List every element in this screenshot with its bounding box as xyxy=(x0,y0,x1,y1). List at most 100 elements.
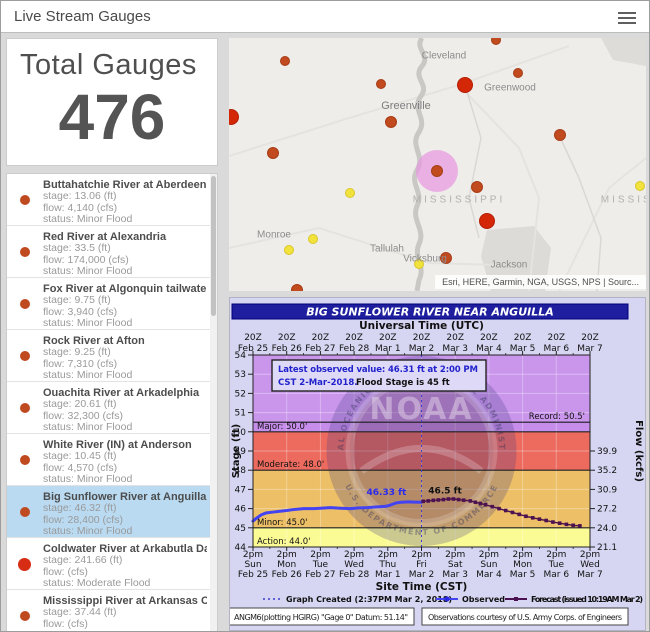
svg-text:Mar 3: Mar 3 xyxy=(442,570,468,580)
svg-text:20Z: 20Z xyxy=(345,333,363,343)
map-gauge-dot[interactable] xyxy=(376,79,386,89)
svg-text:2pm: 2pm xyxy=(277,550,297,560)
svg-text:2pm: 2pm xyxy=(243,550,263,560)
svg-text:20Z: 20Z xyxy=(581,333,599,343)
chart-title-bar xyxy=(231,303,629,320)
latest-observed-line2: CST 2-Mar-2018. xyxy=(278,378,358,388)
gauge-list-item[interactable]: Fox River at Algonquin tailwater stage: 9… xyxy=(7,278,217,330)
observations-credit-box xyxy=(421,607,629,626)
svg-text:49: 49 xyxy=(235,447,247,457)
urban-area-ne xyxy=(601,38,646,66)
gauge-stage: stage: 9.25 (ft) xyxy=(43,346,111,358)
gauge-list-item[interactable]: Red River at Alexandria stage: 33.5 (ft) f… xyxy=(7,226,217,278)
map-gauge-dot[interactable] xyxy=(414,259,424,269)
gauge-status-dot xyxy=(20,351,30,361)
map-gauge-dot[interactable] xyxy=(291,284,303,291)
map-gauge-dot[interactable] xyxy=(308,234,318,244)
map-gauge-dot[interactable] xyxy=(267,147,279,159)
svg-text:46: 46 xyxy=(235,505,247,515)
gauge-list-item[interactable]: Rock River at Afton stage: 9.25 (ft) flow:… xyxy=(7,330,217,382)
latest-observed-box xyxy=(271,359,487,392)
gauge-status-dot xyxy=(20,299,30,309)
gauge-status: status: Minor Flood xyxy=(43,473,133,485)
gauge-list: Buttahatchie River at Aberdeen stage: 13.… xyxy=(6,173,218,631)
svg-text:20Z: 20Z xyxy=(514,333,532,343)
list-scrollbar-thumb[interactable] xyxy=(211,176,216,316)
map-gauge-dot[interactable] xyxy=(471,181,483,193)
gauge-stage: stage: 37.44 (ft) xyxy=(43,606,117,618)
map-gauge-dot[interactable] xyxy=(385,116,397,128)
svg-text:27.2: 27.2 xyxy=(597,505,617,515)
svg-text:20Z: 20Z xyxy=(547,333,565,343)
tributary xyxy=(464,84,482,239)
gauge-list-item[interactable]: Coldwater River at Arkabutla Dam stage: 2… xyxy=(7,538,217,590)
map-gauge-dot[interactable] xyxy=(431,165,443,177)
map-panel[interactable]: Cleveland Greenwood Greenville Monroe Tallul… xyxy=(229,38,646,291)
gauge-flow: flow: 4,140 (cfs) xyxy=(43,201,118,214)
map-state-label: MISSISSIPPI xyxy=(412,194,506,206)
svg-text:50: 50 xyxy=(235,428,247,438)
map-gauge-dot[interactable] xyxy=(440,252,452,264)
gauge-name: Buttahatchie River at Aberdeen xyxy=(43,179,207,191)
svg-text:Mon: Mon xyxy=(277,560,296,570)
map-gauge-dot[interactable] xyxy=(284,245,294,255)
svg-text:Mar 7: Mar 7 xyxy=(577,570,603,580)
gauge-list-item[interactable]: Ouachita River at Arkadelphia stage: 20.6… xyxy=(7,382,217,434)
map-gauge-dot[interactable] xyxy=(635,181,645,191)
gauge-name: Mississippi River at Arkansas City xyxy=(43,595,207,607)
svg-text:44: 44 xyxy=(235,543,247,553)
gauge-status-dot xyxy=(20,507,30,517)
svg-text:2pm: 2pm xyxy=(411,550,431,560)
map-gauge-dot[interactable] xyxy=(491,38,501,45)
observed-line xyxy=(251,500,423,523)
map-attribution: Esri, HERE, Garmin, NGA, USGS, NPS | Sou… xyxy=(435,275,646,289)
svg-text:Tue: Tue xyxy=(312,560,329,570)
map-gauge-dot[interactable] xyxy=(513,68,523,78)
svg-text:Sat: Sat xyxy=(448,560,463,570)
gauge-name: Fox River at Algonquin tailwater xyxy=(43,283,207,295)
gauge-flow: flow: 32,300 (cfs) xyxy=(43,409,123,422)
gauge-flow: flow: 4,570 (cfs) xyxy=(43,461,118,474)
gauge-list-item[interactable]: Big Sunflower River at Anguilla stage: 46… xyxy=(7,486,217,538)
flood-band-label: Minor: 45.0' xyxy=(257,518,307,528)
gauge-stage: stage: 20.61 (ft) xyxy=(43,398,117,410)
svg-text:NOAA: NOAA xyxy=(369,392,473,427)
map-gauge-dot[interactable] xyxy=(457,77,473,93)
chart-title: BIG SUNFLOWER RIVER NEAR ANGUILLA xyxy=(306,306,554,319)
observed-value-label: 46.33 ft xyxy=(367,488,408,498)
map-gauge-dot[interactable] xyxy=(554,129,566,141)
gauge-stage: stage: 10.45 (ft) xyxy=(43,450,117,462)
map-city-label: Vicksburg xyxy=(403,253,447,265)
map-basemap xyxy=(229,38,646,291)
gauge-list-item[interactable]: Buttahatchie River at Aberdeen stage: 13.… xyxy=(7,174,217,226)
map-gauge-dot[interactable] xyxy=(345,188,355,198)
gauge-flow: flow: (cfs) xyxy=(43,565,88,578)
svg-text:Feb 25: Feb 25 xyxy=(238,570,268,580)
svg-text:Thu: Thu xyxy=(378,560,396,570)
hydrograph-chart: NOAANATIONAL OCEANIC AND ATMOSPHERIC ADM… xyxy=(230,303,644,626)
gauge-list-item[interactable]: White River (IN) at Anderson stage: 10.45… xyxy=(7,434,217,486)
gauge-stage: stage: 13.06 (ft) xyxy=(43,190,117,202)
map-gauge-dot[interactable] xyxy=(280,56,290,66)
river-path xyxy=(412,38,428,291)
bottom-axis-title: Site Time (CST) xyxy=(376,581,468,593)
svg-text:Feb 28: Feb 28 xyxy=(339,570,370,580)
hamburger-menu-icon[interactable] xyxy=(618,9,636,27)
gauge-stage: stage: 9.75 (ft) xyxy=(43,294,111,306)
map-gauge-dot[interactable] xyxy=(479,213,495,229)
gage-datum-text: ANGM6(plotting HGIRG) "Gage 0" Datum: 51… xyxy=(234,613,408,622)
svg-text:Mar 1: Mar 1 xyxy=(375,344,401,354)
gauge-name: White River (IN) at Anderson xyxy=(43,439,192,451)
svg-text:45: 45 xyxy=(235,524,246,534)
gauge-status: status: Minor Flood xyxy=(43,525,133,537)
forecast-peak-label: 46.5 ft xyxy=(428,487,462,497)
map-city-label: Jackson xyxy=(490,259,528,271)
gauge-status-dot xyxy=(20,611,30,621)
gauge-list-item[interactable]: Mississippi River at Arkansas City stage:… xyxy=(7,590,217,631)
gauge-stage: stage: 241.66 (ft) xyxy=(43,554,123,566)
svg-text:Feb 25: Feb 25 xyxy=(238,344,268,354)
list-scrollbar[interactable] xyxy=(210,174,217,631)
gauge-status: status: Minor Flood xyxy=(43,317,133,329)
gauge-status: status: Minor Flood xyxy=(43,213,133,225)
flood-band-label: Action: 44.0' xyxy=(257,537,310,547)
